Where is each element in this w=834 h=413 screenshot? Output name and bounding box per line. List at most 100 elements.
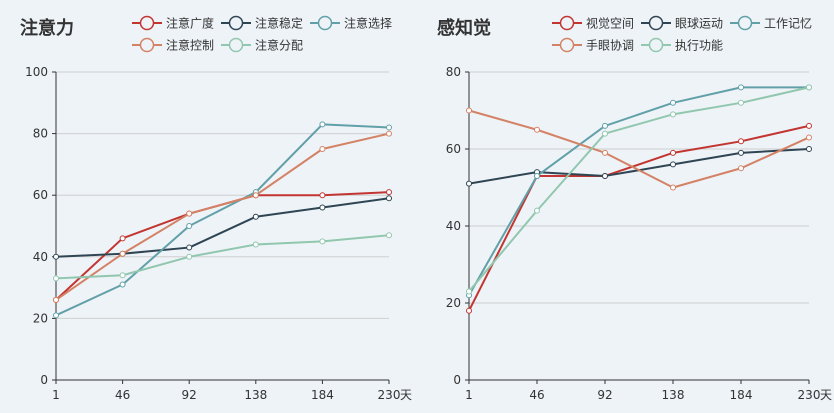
data-point[interactable] — [386, 130, 392, 137]
x-tick-label: 184 — [311, 388, 334, 402]
y-tick-label: 60 — [33, 188, 48, 202]
attention-line-chart: 0 20 40 60 80 100 1 46 92 138 184 230 天 注意广度 注意稳定 注意选择注… — [25, 16, 412, 403]
data-point[interactable] — [319, 238, 326, 245]
data-point[interactable] — [386, 232, 392, 239]
legend-item[interactable]: 注意选择 — [310, 16, 392, 31]
data-point[interactable] — [738, 138, 744, 145]
data-point[interactable] — [319, 204, 326, 211]
y-tick-label: 60 — [446, 142, 461, 156]
data-point[interactable] — [319, 192, 326, 199]
data-point[interactable] — [534, 207, 540, 214]
series-line — [468, 86, 809, 296]
y-tick-label: 40 — [33, 250, 48, 264]
data-point[interactable] — [186, 253, 193, 260]
data-point[interactable] — [738, 165, 744, 172]
data-point[interactable] — [806, 122, 812, 129]
legend-marker — [317, 15, 333, 31]
legend-item[interactable]: 注意控制 — [132, 38, 214, 53]
data-point[interactable] — [53, 312, 59, 319]
y-tick-label: 20 — [33, 311, 48, 325]
y-tick-label: 80 — [33, 127, 48, 141]
legend-label: 执行功能 — [675, 39, 723, 53]
x-axis-unit: 天 — [400, 388, 412, 402]
data-point[interactable] — [466, 307, 472, 314]
perception-chart-panel: 感知觉 0 20 40 60 80 1 46 92 138 184 230 天 视觉空间 眼球运动 工作记忆… — [417, 0, 834, 413]
legend-item[interactable]: 执行功能 — [641, 37, 723, 53]
data-point[interactable] — [186, 223, 193, 229]
data-point[interactable] — [670, 149, 676, 156]
legend-marker — [648, 37, 664, 53]
x-tick-label: 230 — [798, 388, 821, 402]
data-point[interactable] — [670, 99, 676, 106]
data-point[interactable] — [602, 149, 608, 156]
data-point[interactable] — [119, 235, 126, 242]
data-point[interactable] — [738, 84, 744, 91]
x-tick-label: 46 — [115, 388, 130, 402]
data-point[interactable] — [670, 161, 676, 168]
data-point[interactable] — [386, 195, 392, 202]
data-point[interactable] — [186, 244, 193, 251]
data-point[interactable] — [806, 84, 812, 91]
legend-item[interactable]: 手眼协调 — [552, 38, 634, 53]
legend-item[interactable]: 注意稳定 — [221, 16, 303, 31]
x-tick-label: 46 — [529, 388, 544, 402]
series-line — [468, 109, 810, 189]
data-point[interactable] — [602, 172, 608, 179]
data-point[interactable] — [53, 296, 59, 303]
series-line — [55, 197, 390, 258]
legend-label: 注意广度 — [166, 16, 214, 31]
legend-item[interactable]: 注意广度 — [132, 16, 214, 31]
x-tick-label: 230 — [378, 388, 401, 402]
series-line — [468, 148, 810, 185]
legend-item[interactable]: 工作记忆 — [730, 15, 812, 31]
data-point[interactable] — [386, 189, 392, 196]
legend-marker — [648, 15, 664, 31]
legend-marker — [139, 37, 155, 53]
data-point[interactable] — [119, 250, 126, 257]
chart-title: 注意力 — [20, 18, 74, 39]
legend-label: 注意稳定 — [255, 16, 303, 31]
data-point[interactable] — [602, 130, 608, 137]
data-point[interactable] — [53, 275, 59, 282]
series-line — [468, 86, 810, 293]
data-point[interactable] — [186, 210, 193, 217]
data-point[interactable] — [602, 122, 608, 129]
legend-label: 视觉空间 — [586, 16, 634, 31]
data-point[interactable] — [466, 107, 472, 114]
data-point[interactable] — [252, 213, 259, 220]
data-point[interactable] — [806, 134, 812, 141]
legend-label: 注意选择 — [344, 16, 392, 31]
data-point[interactable] — [738, 149, 744, 156]
data-point[interactable] — [466, 180, 472, 187]
y-tick-label: 20 — [446, 296, 461, 310]
series-line — [55, 234, 390, 280]
data-point[interactable] — [670, 184, 676, 191]
legend-label: 眼球运动 — [675, 17, 723, 31]
legend-marker — [228, 15, 244, 31]
legend-item[interactable]: 注意分配 — [221, 38, 303, 53]
data-point[interactable] — [119, 281, 126, 288]
data-point[interactable] — [252, 241, 259, 248]
legend-item[interactable]: 眼球运动 — [641, 15, 723, 31]
data-point[interactable] — [386, 124, 392, 131]
legend-label: 手眼协调 — [586, 38, 634, 53]
legend-item[interactable]: 视觉空间 — [552, 16, 634, 31]
legend-label: 注意分配 — [255, 38, 303, 53]
data-point[interactable] — [670, 111, 676, 118]
data-point[interactable] — [319, 121, 326, 128]
legend-marker — [139, 15, 155, 31]
legend-marker — [559, 37, 575, 53]
data-point[interactable] — [252, 192, 259, 199]
data-point[interactable] — [738, 99, 744, 106]
y-tick-label: 40 — [446, 219, 461, 233]
series-line — [468, 124, 810, 312]
data-point[interactable] — [534, 172, 540, 179]
data-point[interactable] — [53, 253, 59, 260]
data-point[interactable] — [319, 146, 326, 152]
data-point[interactable] — [806, 146, 812, 152]
data-point[interactable] — [119, 272, 126, 279]
y-tick-label: 0 — [453, 373, 461, 387]
data-point[interactable] — [466, 288, 472, 295]
data-point[interactable] — [534, 126, 540, 133]
x-tick-label: 92 — [182, 388, 197, 402]
